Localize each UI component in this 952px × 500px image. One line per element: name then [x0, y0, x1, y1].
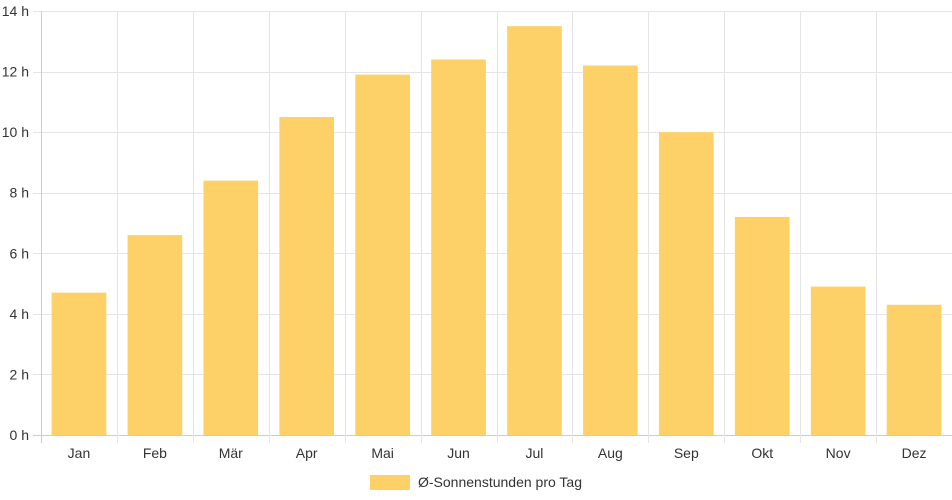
legend[interactable]: Ø-Sonnenstunden pro Tag: [370, 474, 582, 490]
bar-mai[interactable]: [355, 74, 410, 435]
bar-aug[interactable]: [583, 65, 638, 435]
y-tick-label: 2 h: [10, 366, 29, 382]
x-tick-label: Dez: [902, 445, 927, 461]
legend-swatch[interactable]: [370, 475, 410, 490]
legend-label[interactable]: Ø-Sonnenstunden pro Tag: [418, 474, 582, 490]
bar-jun[interactable]: [431, 59, 486, 435]
x-tick-label: Feb: [143, 445, 167, 461]
x-tick-label: Sep: [674, 445, 699, 461]
x-tick-label: Jan: [68, 445, 91, 461]
bar-dez[interactable]: [886, 304, 942, 435]
grid-lines: [33, 11, 952, 443]
bar-okt[interactable]: [734, 216, 790, 435]
x-tick-label: Jul: [526, 445, 544, 461]
y-tick-label: 14 h: [2, 3, 29, 19]
x-tick-label: Jun: [447, 445, 470, 461]
y-tick-label: 0 h: [10, 427, 29, 443]
x-tick-label: Mai: [371, 445, 394, 461]
y-tick-label: 6 h: [10, 245, 29, 261]
x-tick-label: Nov: [826, 445, 851, 461]
y-tick-label: 12 h: [2, 64, 29, 80]
y-axis: 0 h 2 h 4 h 6 h 8 h 10 h 12 h 14 h: [2, 3, 29, 443]
x-tick-label: Mär: [219, 445, 243, 461]
bars: [51, 26, 942, 436]
bar-apr[interactable]: [279, 117, 335, 435]
y-tick-label: 4 h: [10, 306, 29, 322]
bar-nov[interactable]: [810, 286, 866, 435]
bar-jan[interactable]: [51, 292, 107, 435]
x-tick-label: Aug: [598, 445, 623, 461]
x-tick-label: Apr: [296, 445, 318, 461]
x-axis: Jan Feb Mär Apr Mai Jun Jul Aug Sep Okt Nov Dez: [68, 445, 927, 461]
y-tick-label: 8 h: [10, 185, 29, 201]
bar-mär[interactable]: [203, 180, 259, 435]
bar-feb[interactable]: [127, 235, 183, 435]
bar-sep[interactable]: [658, 132, 714, 435]
x-tick-label: Okt: [751, 445, 773, 461]
y-tick-label: 10 h: [2, 124, 29, 140]
bar-jul[interactable]: [507, 26, 562, 436]
